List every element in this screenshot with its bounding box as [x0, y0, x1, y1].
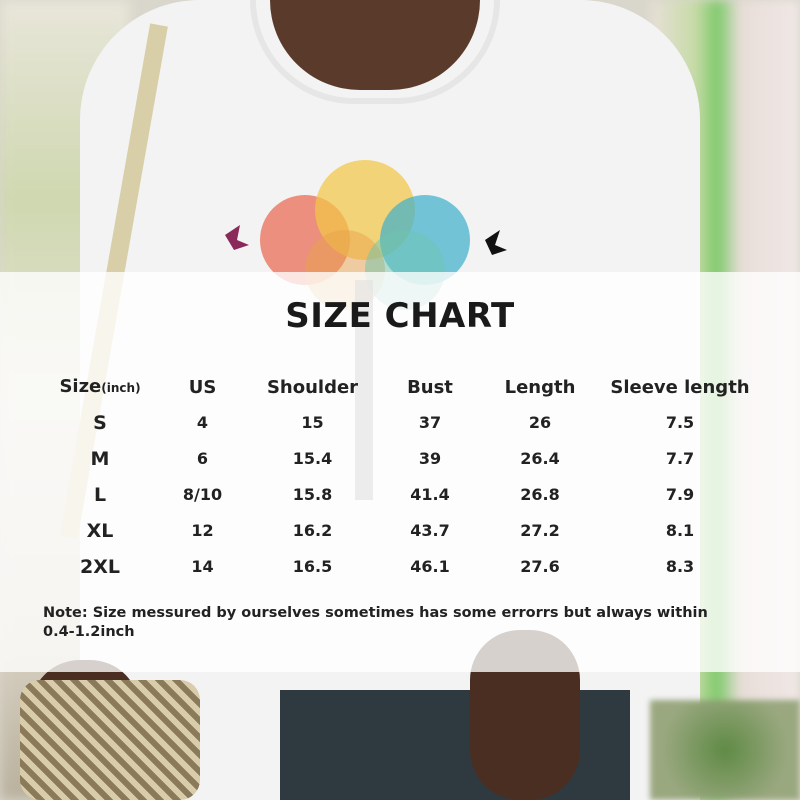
cell-us: 6 [196, 449, 209, 468]
cell-length: 26.4 [520, 449, 560, 468]
cell-bust: 39 [418, 449, 442, 468]
cell-shoulder: 15.8 [292, 485, 333, 504]
header-bust: Bust [407, 376, 453, 398]
cell-shoulder: 16.2 [292, 521, 333, 540]
table-row: L 8/10 15.8 41.4 26.8 7.9 [40, 477, 760, 513]
cell-size: 2XL [80, 556, 120, 578]
cell-size: XL [86, 520, 114, 542]
patterned-bag [20, 680, 200, 800]
cell-sleeve: 8.1 [665, 521, 695, 540]
butterfly-icon [485, 230, 507, 255]
size-table: Size(inch) US Shoulder Bust Length Sleev… [40, 370, 760, 585]
cell-size: S [93, 412, 107, 434]
cell-sleeve: 7.5 [665, 413, 695, 432]
cell-us: 12 [191, 521, 214, 540]
table-row: M 6 15.4 39 26.4 7.7 [40, 441, 760, 477]
header-size-label: Size [59, 376, 102, 397]
plant [650, 700, 800, 800]
cell-sleeve: 7.9 [665, 485, 695, 504]
header-length: Length [504, 376, 576, 398]
cell-bust: 41.4 [410, 485, 450, 504]
cell-shoulder: 15.4 [292, 449, 333, 468]
table-row: XL 12 16.2 43.7 27.2 8.1 [40, 513, 760, 549]
table-row: S 4 15 37 26 7.5 [40, 405, 760, 441]
table-header-row: Size(inch) US Shoulder Bust Length Sleev… [40, 370, 760, 405]
cell-us: 8/10 [182, 485, 223, 504]
header-shoulder: Shoulder [266, 376, 359, 398]
cell-shoulder: 16.5 [292, 557, 333, 576]
cell-bust: 37 [418, 413, 442, 432]
cell-length: 26 [528, 413, 552, 432]
table-row: 2XL 14 16.5 46.1 27.6 8.3 [40, 549, 760, 585]
cell-length: 27.2 [520, 521, 560, 540]
cell-bust: 46.1 [410, 557, 450, 576]
cell-us: 14 [191, 557, 214, 576]
cell-length: 26.8 [520, 485, 560, 504]
cell-sleeve: 8.3 [665, 557, 695, 576]
cell-us: 4 [196, 413, 209, 432]
cell-length: 27.6 [520, 557, 560, 576]
header-sleeve-length: Sleeve length [610, 376, 750, 398]
cell-shoulder: 15 [301, 413, 324, 432]
header-size-unit: (inch) [101, 381, 141, 395]
cell-size: L [93, 484, 107, 506]
cell-sleeve: 7.7 [665, 449, 695, 468]
size-chart-title: SIZE CHART [285, 296, 515, 336]
cell-bust: 43.7 [410, 521, 450, 540]
header-size: Size(inch) [40, 370, 160, 405]
header-us: US [188, 376, 217, 398]
size-note: Note: Size messured by ourselves sometim… [43, 605, 708, 640]
cell-size: M [90, 448, 110, 470]
butterfly-icon [225, 225, 249, 250]
size-chart-overlay [0, 272, 800, 672]
tree-canopy [260, 160, 470, 310]
